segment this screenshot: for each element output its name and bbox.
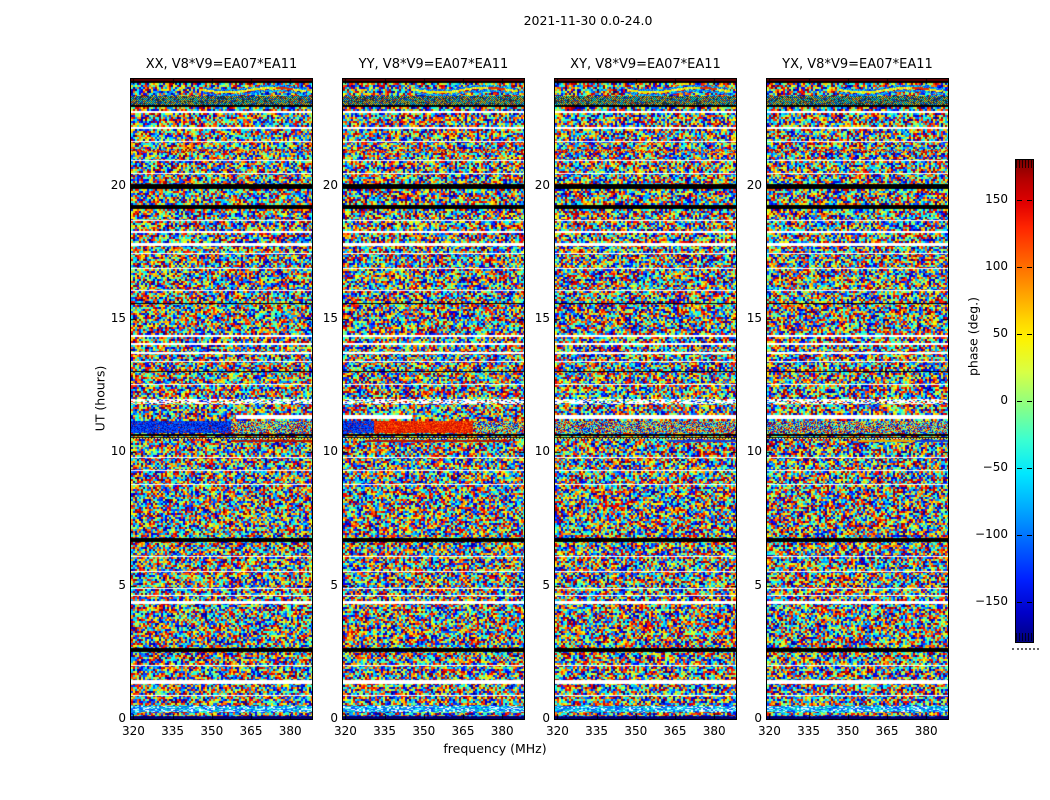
y-tick-label: 0 xyxy=(330,711,338,725)
x-axis-label: frequency (MHz) xyxy=(443,741,547,756)
x-tick-label: 335 xyxy=(373,724,397,738)
y-tick-label: 15 xyxy=(534,311,550,325)
x-tick-label: 320 xyxy=(545,724,569,738)
colorbar-tick-mark xyxy=(1027,602,1032,603)
colorbar-tick-mark xyxy=(1027,468,1032,469)
x-tick-label: 350 xyxy=(200,724,224,738)
x-tick-label: 335 xyxy=(797,724,821,738)
y-tick-label: 0 xyxy=(542,711,550,725)
colorbar-tick-mark xyxy=(1017,602,1022,603)
colorbar-hatch-top xyxy=(1016,160,1033,168)
colorbar-tick-mark xyxy=(1017,468,1022,469)
colorbar-tick-label: 50 xyxy=(992,326,1008,340)
y-tick-label: 10 xyxy=(746,444,762,458)
x-tick-label: 320 xyxy=(757,724,781,738)
colorbar-tick-mark xyxy=(1027,401,1032,402)
y-tick-label: 0 xyxy=(754,711,762,725)
y-tick-label: 20 xyxy=(322,178,338,192)
colorbar-tick-mark xyxy=(1027,200,1032,201)
figure-title: 2021-11-30 0.0-24.0 xyxy=(523,13,653,28)
y-tick-label: 10 xyxy=(322,444,338,458)
y-tick-label: 20 xyxy=(110,178,126,192)
x-tick-label: 365 xyxy=(239,724,263,738)
colorbar-tick-label: 100 xyxy=(985,259,1008,273)
colorbar-tick-label: 0 xyxy=(1000,393,1008,407)
x-tick-label: 350 xyxy=(836,724,860,738)
colorbar-tick-mark xyxy=(1017,535,1022,536)
panel-title-yx: YX, V8*V9=EA07*EA11 xyxy=(782,57,933,72)
x-tick-label: 380 xyxy=(490,724,514,738)
x-tick-label: 365 xyxy=(451,724,475,738)
x-tick-label: 350 xyxy=(624,724,648,738)
y-tick-label: 10 xyxy=(110,444,126,458)
y-tick-label: 5 xyxy=(754,578,762,592)
panel-title-xx: XX, V8*V9=EA07*EA11 xyxy=(145,57,298,72)
y-tick-label: 15 xyxy=(110,311,126,325)
heatmap-panel-xy xyxy=(554,78,737,720)
y-tick-label: 5 xyxy=(118,578,126,592)
panel-title-yy: YY, V8*V9=EA07*EA11 xyxy=(358,57,509,72)
x-tick-label: 350 xyxy=(412,724,436,738)
x-tick-label: 335 xyxy=(161,724,185,738)
colorbar xyxy=(1015,159,1034,643)
x-tick-label: 380 xyxy=(914,724,938,738)
colorbar-tick-mark xyxy=(1027,267,1032,268)
colorbar-dotted-line xyxy=(1012,648,1039,650)
y-tick-label: 20 xyxy=(534,178,550,192)
x-tick-label: 320 xyxy=(333,724,357,738)
y-tick-label: 0 xyxy=(118,711,126,725)
heatmap-panel-yy xyxy=(342,78,525,720)
heatmap-panel-yx xyxy=(766,78,949,720)
colorbar-tick-label: −150 xyxy=(975,594,1008,608)
panel-title-xy: XY, V8*V9=EA07*EA11 xyxy=(570,57,721,72)
x-tick-label: 380 xyxy=(278,724,302,738)
colorbar-tick-label: −50 xyxy=(982,460,1008,474)
colorbar-tick-label: 150 xyxy=(985,192,1008,206)
y-tick-label: 20 xyxy=(746,178,762,192)
x-tick-label: 365 xyxy=(663,724,687,738)
y-tick-label: 5 xyxy=(330,578,338,592)
x-tick-label: 320 xyxy=(121,724,145,738)
colorbar-tick-mark xyxy=(1017,401,1022,402)
colorbar-tick-label: −100 xyxy=(975,527,1008,541)
colorbar-hatch-bottom xyxy=(1016,633,1033,641)
y-tick-label: 5 xyxy=(542,578,550,592)
colorbar-tick-mark xyxy=(1027,334,1032,335)
colorbar-tick-mark xyxy=(1027,535,1032,536)
colorbar-tick-mark xyxy=(1017,200,1022,201)
y-tick-label: 15 xyxy=(746,311,762,325)
heatmap-panel-xx xyxy=(130,78,313,720)
x-tick-label: 335 xyxy=(585,724,609,738)
colorbar-tick-mark xyxy=(1017,267,1022,268)
y-tick-label: 15 xyxy=(322,311,338,325)
x-tick-label: 380 xyxy=(702,724,726,738)
colorbar-tick-mark xyxy=(1017,334,1022,335)
x-tick-label: 365 xyxy=(875,724,899,738)
y-tick-label: 10 xyxy=(534,444,550,458)
